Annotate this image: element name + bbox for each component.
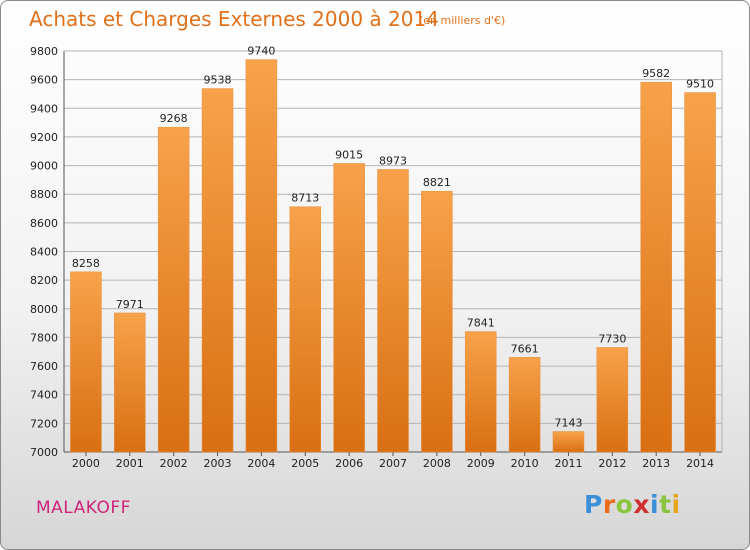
bar [114,312,146,453]
x-tick-label: 2010 [511,457,539,470]
y-tick-label: 7400 [30,389,58,402]
y-tick-label: 9600 [30,74,58,87]
logo-letter: t [659,490,672,519]
bar [289,206,322,453]
x-tick-label: 2012 [598,457,626,470]
x-tick-label: 2005 [291,457,319,470]
data-label: 8973 [379,154,407,167]
proxiti-logo: Proxiti [584,490,681,519]
y-tick-label: 8600 [30,217,58,230]
y-tick-label: 7600 [30,360,58,373]
y-tick-label: 7200 [30,417,58,430]
x-tick-label: 2013 [642,457,670,470]
bars [70,59,716,453]
logo-letter: i [650,490,660,519]
data-label: 9538 [204,74,232,87]
x-tick-label: 2006 [335,457,363,470]
data-label: 9740 [247,45,275,58]
data-label: 9582 [642,67,670,80]
x-tick-label: 2011 [554,457,582,470]
y-tick-label: 8800 [30,188,58,201]
x-tick-label: 2009 [467,457,495,470]
bar [333,163,365,453]
x-tick-label: 2002 [160,457,188,470]
city-label: MALAKOFF [36,498,131,518]
x-tick-label: 2000 [72,457,100,470]
bar [640,81,672,453]
bar [464,331,497,453]
bar [157,126,190,453]
data-label: 8821 [423,176,451,189]
data-label: 7730 [598,332,626,345]
y-tick-label: 7800 [30,331,58,344]
bar [377,169,409,453]
data-label: 8713 [291,192,319,205]
x-tick-label: 2003 [204,457,232,470]
x-tick-labels: 2000 2001 2002 2003 2004 2005 2006 2007 2008 2009… [72,457,714,470]
data-label: 9015 [335,148,363,161]
y-tick-labels: 7000 7200 7400 7600 7800 8000 8200 8400 8600 8800… [30,45,58,459]
bar [684,92,716,453]
logo-letter: x [633,490,650,519]
bar [421,190,453,453]
data-label: 8258 [72,257,100,270]
bar [70,271,102,453]
data-label: 7143 [554,417,582,430]
y-tick-label: 9800 [30,45,58,58]
bar [245,59,278,453]
logo-letter: i [671,490,681,519]
data-label: 7841 [467,317,495,330]
data-label: 9510 [686,78,714,91]
y-tick-label: 9000 [30,160,58,173]
chart-subtitle: (en milliers d'€) [419,14,506,27]
y-tick-label: 8200 [30,274,58,287]
data-labels: 8258 7971 9268 9538 9740 8713 9015 8973 8821 7841… [72,45,714,430]
logo-letter: o [615,490,634,519]
bar [201,88,234,453]
logo-letter: P [584,490,603,519]
data-label: 7971 [116,298,144,311]
y-tick-label: 7000 [30,446,58,459]
x-tick-label: 2007 [379,457,407,470]
x-tick-label: 2014 [686,457,714,470]
y-tick-label: 9200 [30,131,58,144]
y-tick-label: 8400 [30,246,58,259]
y-tick-label: 9400 [30,102,58,115]
x-tick-label: 2004 [247,457,275,470]
bar [552,431,585,453]
x-tick-label: 2008 [423,457,451,470]
bar [596,347,629,453]
x-tick-label: 2001 [116,457,144,470]
data-label: 7661 [511,342,539,355]
chart-title: Achats et Charges Externes 2000 à 2014 [29,7,439,31]
data-label: 9268 [160,112,188,125]
logo-letter: r [602,490,616,519]
y-tick-label: 8000 [30,303,58,316]
bar [508,357,541,453]
